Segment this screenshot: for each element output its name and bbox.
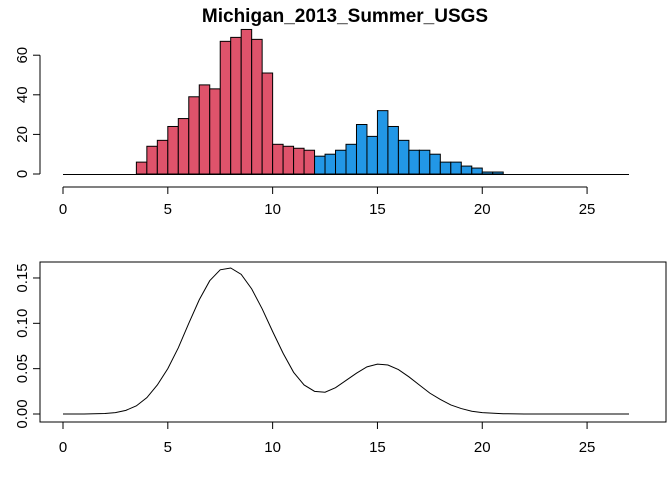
- density-y-tick-label-3: 0.15: [14, 263, 31, 292]
- histogram-bars: [135, 28, 504, 175]
- density-y-tick-label-2: 0.10: [14, 309, 31, 338]
- histogram-bar-0-4: [177, 118, 190, 175]
- histogram-bar-0-11: [251, 38, 263, 175]
- histogram-bar-1-15: [471, 167, 483, 175]
- histogram-bar-0-8: [219, 40, 232, 175]
- histogram-bar-1-16: [481, 171, 494, 175]
- histogram-bar-1-2: [335, 149, 347, 175]
- histogram-y-tick-label-1: 20: [14, 126, 31, 143]
- histogram-x-tick-label-4: 20: [474, 201, 491, 218]
- histogram-bar-1-1: [324, 153, 337, 175]
- histogram-y-tick-label-0: 0: [14, 170, 31, 178]
- histogram-bar-0-3: [167, 125, 179, 175]
- histogram-bar-0-10: [240, 28, 253, 175]
- histogram-bar-1-3: [345, 143, 357, 175]
- histogram-x-tick-label-2: 10: [264, 201, 281, 218]
- density-y-tick-label-0: 0.00: [14, 399, 31, 428]
- density-curve: [63, 267, 629, 415]
- histogram-bar-0-6: [198, 84, 211, 175]
- histogram-y-tick-label-2: 40: [14, 86, 31, 103]
- histogram-bar-0-0: [135, 161, 148, 175]
- histogram-bar-1-4: [355, 124, 368, 175]
- histogram-x-tick-label-0: 0: [59, 201, 67, 218]
- histogram-bar-0-12: [261, 72, 274, 175]
- histogram-bar-1-7: [387, 125, 399, 175]
- histogram-bar-0-15: [293, 147, 305, 175]
- histogram-bar-1-10: [418, 149, 431, 175]
- histogram-bar-0-14: [282, 145, 295, 175]
- histogram-bar-0-13: [272, 143, 284, 175]
- histogram-x-tick-label-5: 25: [579, 201, 596, 218]
- histogram-bar-0-9: [230, 36, 242, 175]
- histogram-x-tick-label-3: 15: [369, 201, 386, 218]
- histogram-bar-1-13: [450, 161, 462, 175]
- density-panel: 0.00 0.05 0.10 0.15 0 5 10 15 20 25: [14, 261, 667, 456]
- histogram-bar-1-12: [439, 161, 452, 175]
- histogram-bar-1-11: [429, 153, 441, 175]
- histogram-bar-0-7: [209, 88, 221, 175]
- histogram-bar-1-9: [408, 149, 420, 175]
- histogram-bar-0-1: [146, 145, 158, 175]
- histogram-title: Michigan_2013_Summer_USGS: [202, 6, 488, 27]
- histogram-bar-1-14: [460, 165, 473, 175]
- density-x-tick-label-1: 5: [164, 439, 172, 456]
- density-axes: 0.00 0.05 0.10 0.15 0 5 10 15 20 25: [14, 263, 595, 456]
- density-plot-box: [39, 261, 667, 423]
- histogram-bar-0-16: [303, 149, 316, 175]
- histogram-bar-0-5: [188, 96, 200, 175]
- histogram-axes: 0 20 40 60 0 5 10 15 20 25: [14, 47, 629, 218]
- density-x-tick-label-0: 0: [59, 439, 67, 456]
- histogram-panel: Michigan_2013_Summer_USGS 0 20 40 60 0 5 10 15 2…: [14, 6, 629, 218]
- histogram-bar-1-5: [366, 135, 378, 175]
- density-y-tick-label-1: 0.05: [14, 354, 31, 383]
- density-x-tick-label-4: 20: [474, 439, 491, 456]
- histogram-bar-1-0: [314, 155, 326, 175]
- density-x-tick-label-5: 25: [579, 439, 596, 456]
- density-x-tick-label-3: 15: [369, 439, 386, 456]
- density-x-tick-label-2: 10: [264, 439, 281, 456]
- histogram-bar-1-6: [376, 110, 389, 175]
- histogram-bar-1-17: [492, 171, 504, 175]
- histogram-y-tick-label-3: 60: [14, 47, 31, 64]
- histogram-bar-0-2: [156, 139, 169, 175]
- histogram-bar-1-8: [397, 139, 410, 175]
- histogram-x-tick-label-1: 5: [164, 201, 172, 218]
